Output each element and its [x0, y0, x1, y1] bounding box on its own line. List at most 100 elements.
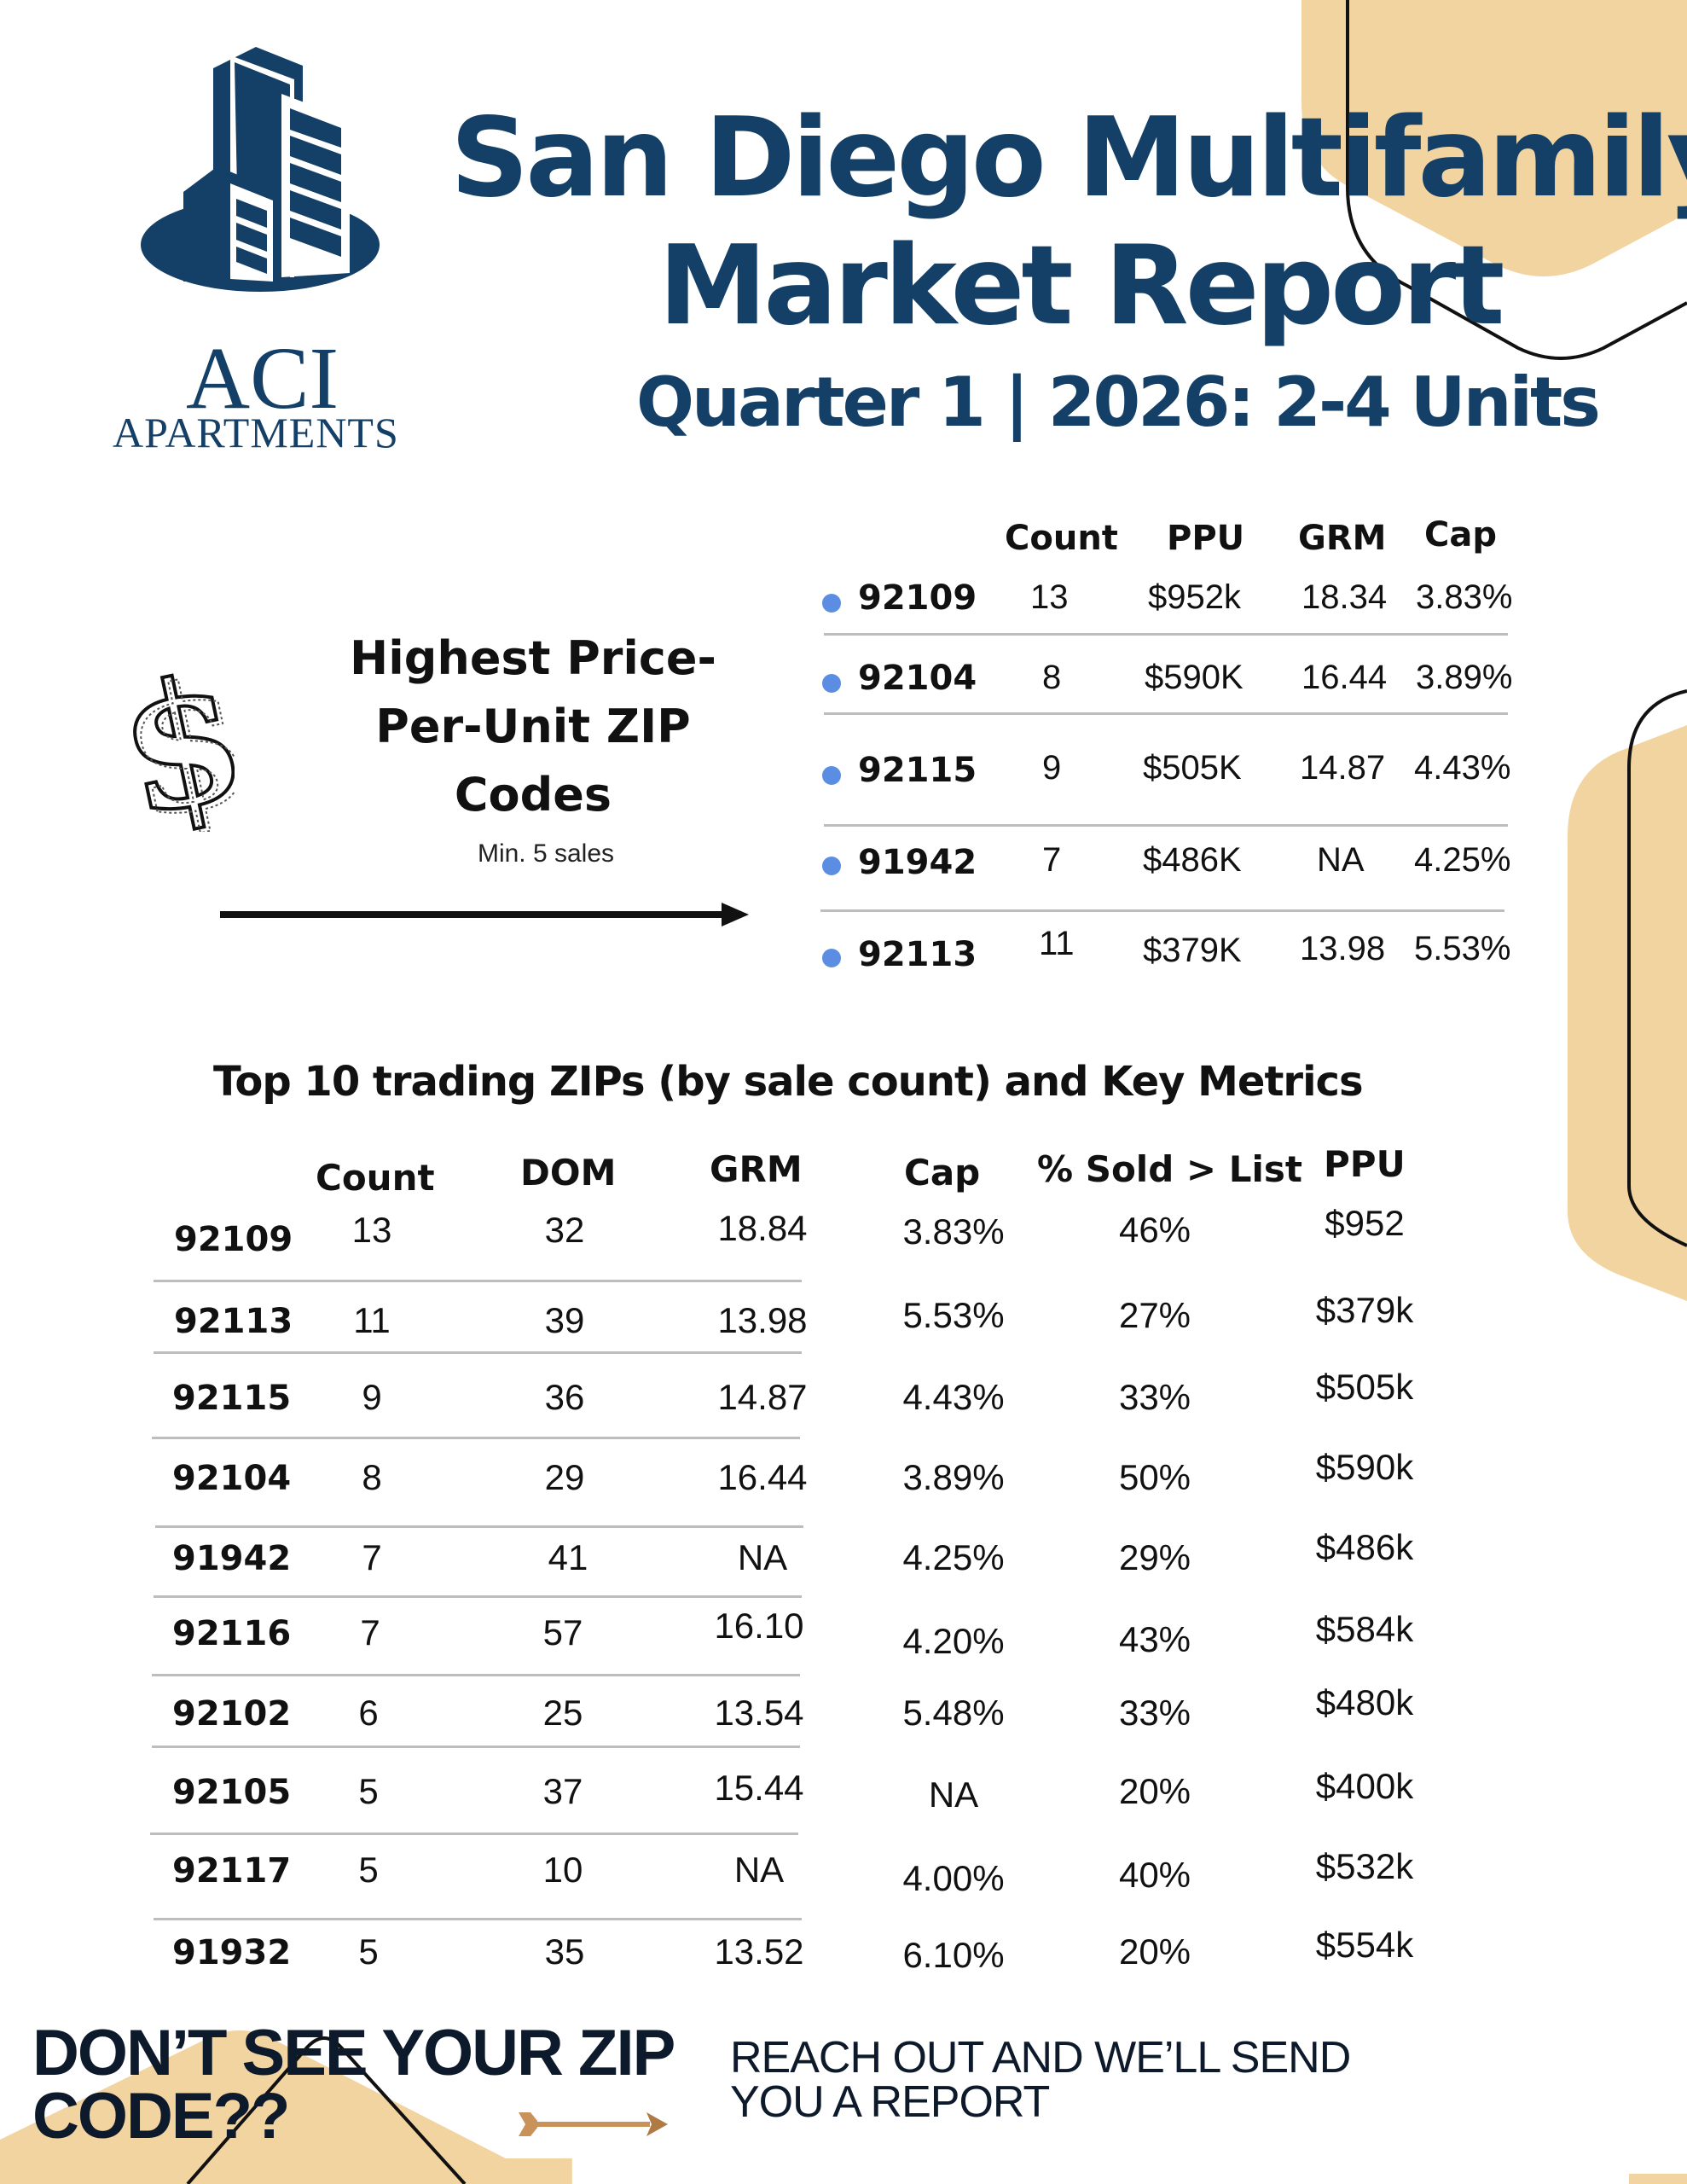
highest-ppu-title-line: Codes [454, 768, 612, 822]
row-divider [152, 1437, 800, 1439]
cap-cell: 4.43% [902, 1377, 1005, 1417]
ppu-cell: $590k [1315, 1447, 1414, 1487]
column-header-cap: Cap [1424, 515, 1497, 555]
building-icon [141, 47, 380, 292]
dom-cell: 41 [548, 1537, 588, 1577]
cap-cell: 4.25% [1414, 841, 1511, 879]
dom-cell: 39 [544, 1300, 585, 1340]
ppu-cell: $584k [1315, 1609, 1414, 1649]
decorative-shape-bottom-right [1629, 2174, 1687, 2184]
ppu-cell: $505k [1315, 1367, 1414, 1407]
zip-code: 91942 [858, 843, 977, 882]
ppu-cell: $952 [1325, 1203, 1405, 1243]
column-header-count: Count [1005, 519, 1118, 558]
sold-over-list-cell: 20% [1118, 1931, 1191, 1972]
grm-cell: NA [733, 1850, 785, 1890]
ppu-cell: $480k [1315, 1682, 1414, 1722]
cap-cell: NA [928, 1774, 979, 1815]
table-row: 92115 9 36 14.87 4.43% 33% $505k [0, 1362, 1687, 1438]
count-cell: 8 [1042, 659, 1062, 696]
grm-cell: 15.44 [714, 1768, 804, 1808]
zip-code: 92113 [858, 935, 977, 974]
bullet-dot-icon [822, 594, 841, 613]
grm-cell: 16.10 [714, 1606, 804, 1646]
row-divider [824, 712, 1508, 715]
cap-cell: 4.25% [902, 1537, 1005, 1577]
highest-ppu-title: Highest Price- Per-Unit ZIP Codes [324, 624, 742, 829]
grm-cell: 14.87 [717, 1377, 808, 1417]
zip-code: 92109 [174, 1220, 293, 1259]
grm-cell: 13.54 [714, 1693, 804, 1733]
cta-headline-line: DON’T SEE YOUR ZIP [32, 2017, 675, 2089]
count-cell: 7 [360, 1612, 380, 1653]
count-cell: 6 [358, 1693, 379, 1733]
cap-cell: 3.89% [1416, 659, 1513, 696]
count-cell: 8 [362, 1457, 382, 1497]
zip-code: 92102 [172, 1694, 292, 1734]
sold-over-list-cell: 43% [1118, 1619, 1191, 1659]
table-row: 92102 6 25 13.54 5.48% 33% $480k [0, 1677, 1687, 1754]
table-row: 91942 7 41 NA 4.25% 29% $486k [0, 1522, 1687, 1599]
zip-code: 92104 [172, 1459, 292, 1498]
grm-cell: 16.44 [1301, 659, 1388, 696]
ppu-cell: $590K [1145, 659, 1244, 696]
table-row: 91932 5 35 13.52 6.10% 20% $554k [0, 1916, 1687, 1993]
cta-subtext-line: YOU A REPORT [730, 2077, 1050, 2127]
highest-ppu-title-line: Per-Unit ZIP [375, 700, 691, 753]
sold-over-list-cell: 46% [1118, 1210, 1191, 1250]
sold-over-list-cell: 20% [1118, 1771, 1191, 1811]
count-cell: 7 [362, 1537, 382, 1577]
bullet-dot-icon [822, 949, 841, 967]
cap-cell: 5.53% [902, 1295, 1005, 1335]
row-divider [154, 1595, 802, 1598]
count-cell: 5 [358, 1850, 379, 1890]
highest-ppu-subtitle: Min. 5 sales [477, 839, 615, 868]
count-cell: 13 [351, 1210, 392, 1250]
count-cell: 9 [1042, 749, 1062, 787]
count-cell: 11 [353, 1300, 391, 1340]
table-row: 92104 8 $590K 16.44 3.89% [817, 652, 1516, 712]
bullet-dot-icon [822, 766, 841, 785]
zip-code: 91932 [172, 1933, 292, 1972]
sold-over-list-cell: 50% [1118, 1457, 1191, 1497]
zip-code: 92104 [858, 659, 977, 698]
column-header-dom: DOM [520, 1152, 617, 1194]
zip-code: 92115 [858, 751, 977, 790]
sold-over-list-cell: 33% [1118, 1693, 1191, 1733]
table-row: 92104 8 29 16.44 3.89% 50% $590k [0, 1442, 1687, 1519]
grm-cell: 16.44 [717, 1457, 808, 1497]
table-row: 92109 13 $952k 18.34 3.83% [817, 572, 1516, 631]
svg-text:$: $ [115, 653, 235, 832]
sold-over-list-cell: 27% [1118, 1295, 1191, 1335]
cap-cell: 4.00% [902, 1858, 1005, 1898]
row-divider [154, 1351, 802, 1354]
column-header-ppu: PPU [1167, 519, 1245, 558]
cap-cell: 4.43% [1414, 749, 1511, 787]
dom-cell: 37 [542, 1771, 583, 1811]
count-cell: 5 [358, 1771, 379, 1811]
decorative-shape-right [1568, 689, 1687, 1301]
zip-code: 92113 [174, 1302, 293, 1341]
page-title-line1: San Diego Multifamily [450, 95, 1687, 222]
cap-cell: 6.10% [902, 1935, 1005, 1975]
arrow-right-icon [519, 2112, 668, 2136]
cta-headline-line: CODE?? [32, 2080, 290, 2152]
decorative-shape-top-right [1301, 0, 1687, 360]
dom-cell: 57 [542, 1612, 583, 1653]
cap-cell: 3.83% [1416, 578, 1513, 616]
dom-cell: 29 [544, 1457, 585, 1497]
row-divider [152, 1674, 800, 1676]
column-header-grm: GRM [710, 1148, 803, 1190]
zip-code: 92116 [172, 1614, 292, 1653]
count-cell: 5 [358, 1931, 379, 1972]
column-header-count: Count [316, 1157, 435, 1199]
row-divider [824, 633, 1508, 636]
dom-cell: 36 [544, 1377, 585, 1417]
column-header-ppu: PPU [1324, 1143, 1406, 1185]
zip-code: 92117 [172, 1851, 292, 1891]
logo-tagline: APARTMENTS [113, 409, 399, 456]
sold-over-list-cell: 40% [1118, 1855, 1191, 1895]
grm-cell: 13.98 [1300, 930, 1386, 967]
row-divider [820, 909, 1504, 912]
cap-cell: 3.89% [902, 1457, 1005, 1497]
